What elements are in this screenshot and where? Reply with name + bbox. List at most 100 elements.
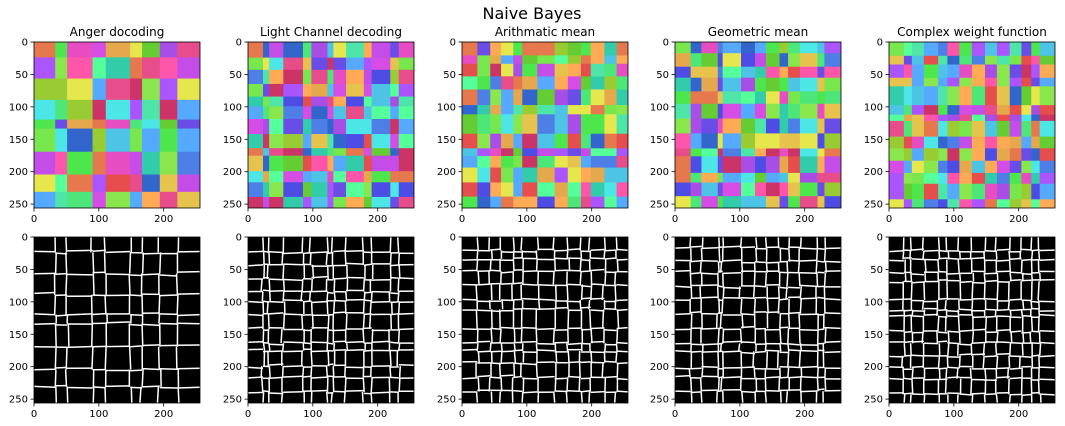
boundary-line: [983, 272, 986, 282]
segment-cell: [130, 78, 143, 101]
segment-cell: [1039, 86, 1055, 106]
boundary-line: [346, 348, 364, 352]
boundary-line: [957, 259, 960, 273]
y-tick-label: 250: [650, 395, 669, 406]
x-tick-label: 200: [795, 409, 814, 420]
segment-cell: [462, 105, 478, 115]
boundary-line: [889, 298, 904, 301]
boundary-line: [537, 349, 555, 352]
boundary-line: [983, 394, 986, 403]
segment-cell: [580, 105, 592, 115]
y-tick-label: 200: [437, 362, 456, 373]
segment-cell: [327, 106, 334, 120]
boundary-line: [513, 343, 516, 352]
segment-cell: [690, 77, 703, 92]
boundary-line: [615, 237, 618, 251]
segment-cell: [327, 42, 334, 59]
segment-cell: [1021, 64, 1032, 79]
boundary-line: [815, 248, 819, 262]
segment-cell: [590, 114, 605, 135]
boundary-line: [788, 349, 800, 352]
segment-cell: [788, 66, 801, 79]
segment-cell: [398, 171, 414, 183]
boundary-line: [823, 248, 827, 262]
y-tick-label: 50: [229, 70, 242, 81]
boundary-line: [923, 249, 939, 252]
boundary-line: [911, 340, 924, 343]
segment-cell: [333, 119, 347, 135]
segment-cell: [477, 114, 491, 135]
boundary-line: [947, 272, 960, 275]
boundary-line: [817, 342, 825, 345]
segment-cell: [923, 148, 939, 162]
boundary-line: [566, 250, 569, 259]
boundary-line: [262, 263, 270, 266]
segment-cell: [817, 66, 826, 79]
segment-cell: [923, 183, 939, 200]
boundary-line: [765, 376, 780, 379]
boundary-line: [799, 298, 802, 314]
segment-cell: [159, 78, 178, 101]
segment-cell: [371, 148, 391, 157]
boundary-line: [310, 350, 313, 367]
segment-cell: [1021, 42, 1032, 57]
boundary-line: [740, 325, 756, 329]
segment-cell: [604, 148, 618, 157]
segment-cell: [55, 174, 68, 193]
segment-cell: [765, 66, 781, 79]
boundary-line: [269, 363, 284, 366]
boundary-line: [159, 274, 178, 277]
boundary-line: [902, 250, 905, 260]
boundary-line: [262, 391, 265, 403]
segment-cell: [701, 196, 719, 208]
boundary-line: [959, 280, 972, 284]
boundary-line: [362, 313, 366, 330]
boundary-line: [477, 350, 491, 353]
segment-cell: [1009, 120, 1023, 138]
boundary-line: [142, 273, 160, 276]
y-tick-label: 0: [450, 233, 456, 244]
boundary-line: [55, 272, 68, 276]
segment-cell: [971, 199, 986, 208]
segment-cell: [311, 106, 329, 120]
boundary-line: [262, 300, 270, 303]
segment-cell: [604, 114, 618, 135]
boundary-line: [938, 315, 948, 319]
segment-cell: [938, 77, 948, 87]
y-tick-label: 0: [236, 38, 242, 49]
boundary-line: [937, 315, 940, 332]
boundary-line: [535, 343, 538, 352]
boundary-line: [476, 250, 479, 259]
segment-cell: [701, 148, 719, 157]
segment-cell: [311, 171, 329, 183]
segment-cell: [923, 86, 939, 106]
boundary-line: [1008, 394, 1012, 403]
segment-cell: [799, 66, 819, 79]
segment-cell: [283, 42, 304, 59]
y-tick-label: 150: [650, 330, 669, 341]
segment-cell: [477, 55, 491, 65]
segment-cell: [490, 114, 502, 135]
segment-cell: [971, 160, 986, 174]
boundary-line: [566, 237, 569, 251]
segment-cell: [717, 156, 724, 174]
segment-cell: [390, 96, 400, 107]
segment-cell: [390, 57, 400, 71]
segment-cell: [923, 64, 939, 79]
segment-cell: [996, 64, 1011, 79]
segment-cell: [477, 133, 491, 149]
y-tick-label: 200: [864, 167, 883, 178]
segment-cell: [283, 148, 304, 157]
panel-image: [889, 42, 1055, 208]
segment-cell: [971, 105, 986, 116]
segment-cell: [554, 133, 569, 149]
segment-cell: [947, 160, 960, 174]
boundary-line: [996, 281, 999, 301]
segment-cell: [346, 42, 365, 59]
boundary-line: [578, 362, 581, 378]
segment-cell: [717, 172, 724, 184]
boundary-line: [262, 237, 265, 253]
boundary-line: [971, 328, 986, 331]
segment-cell: [947, 183, 960, 200]
